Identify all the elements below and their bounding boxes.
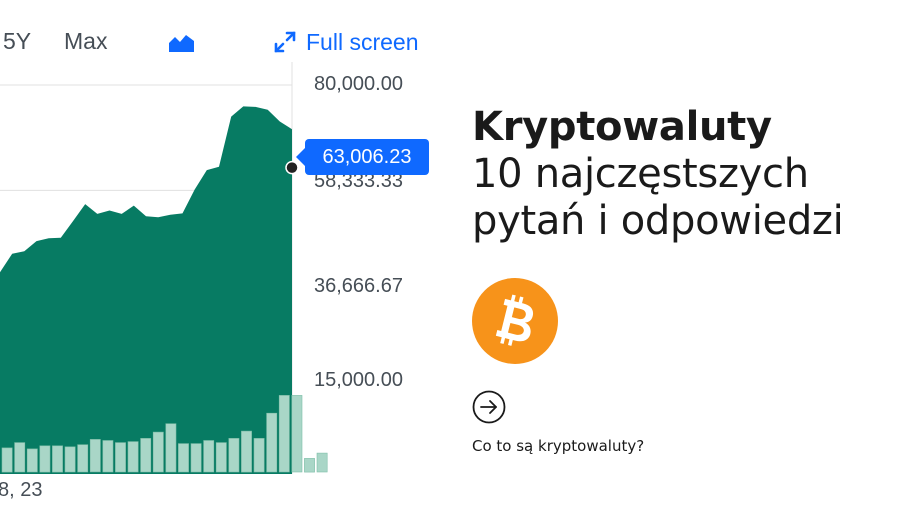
volume-bar <box>77 444 89 473</box>
volume-bar <box>140 438 152 473</box>
volume-bar <box>64 446 76 473</box>
area-chart-icon[interactable] <box>168 31 195 53</box>
current-price-dot <box>285 160 299 175</box>
y-tick-label: 36,666.67 <box>314 275 403 297</box>
volume-bar <box>89 439 101 473</box>
price-area-path <box>0 106 292 475</box>
volume-bar <box>102 440 114 473</box>
volume-bars <box>1 395 328 473</box>
volume-bar <box>266 412 278 473</box>
range-max-button[interactable]: Max <box>64 28 108 54</box>
volume-bar <box>14 442 26 473</box>
range-5y-button[interactable]: 5Y <box>3 28 32 54</box>
volume-bar <box>203 440 215 473</box>
volume-bar <box>178 443 189 473</box>
article-title-line-1: 10 najczęstszych <box>472 151 809 197</box>
price-chart[interactable] <box>0 0 470 507</box>
arrow-right-circle-icon[interactable] <box>472 390 506 424</box>
volume-bar <box>253 438 265 473</box>
y-tick-label: 80,000.00 <box>314 73 403 95</box>
article-title[interactable]: Kryptowaluty 10 najczęstszych pytań i od… <box>472 104 900 245</box>
x-tick-label: 8, 23 <box>0 479 43 501</box>
price-marker-layer <box>285 160 299 175</box>
current-price-badge: 63,006.23 <box>296 139 429 175</box>
volume-bar <box>26 448 38 473</box>
volume-bar <box>190 443 202 473</box>
expand-arrows-icon <box>274 31 296 53</box>
fullscreen-button[interactable]: Full screen <box>272 27 418 57</box>
volume-bar <box>316 452 328 473</box>
volume-bar <box>152 431 164 473</box>
article-title-bold: Kryptowaluty <box>472 104 772 150</box>
volume-bar <box>115 442 126 473</box>
price-area <box>0 106 292 475</box>
fullscreen-label: Full screen <box>306 28 419 55</box>
volume-bar <box>127 441 139 473</box>
volume-bar <box>165 423 177 473</box>
y-tick-label: 15,000.00 <box>314 369 403 391</box>
volume-bar <box>52 445 63 473</box>
question-link[interactable]: Co to są kryptowaluty? <box>472 437 645 455</box>
volume-bar <box>39 445 51 473</box>
bitcoin-logo <box>472 278 558 364</box>
volume-bar <box>304 458 315 473</box>
y-tick-label: 58,333.33 <box>314 170 403 192</box>
volume-bar <box>215 442 227 473</box>
volume-bar <box>1 447 13 473</box>
volume-bar <box>278 395 290 473</box>
volume-bar <box>241 430 252 473</box>
volume-bar <box>291 395 303 473</box>
article-title-line-2: pytań i odpowiedzi <box>472 198 844 244</box>
current-price-value: 63,006.23 <box>322 145 412 168</box>
volume-bar <box>228 438 240 473</box>
